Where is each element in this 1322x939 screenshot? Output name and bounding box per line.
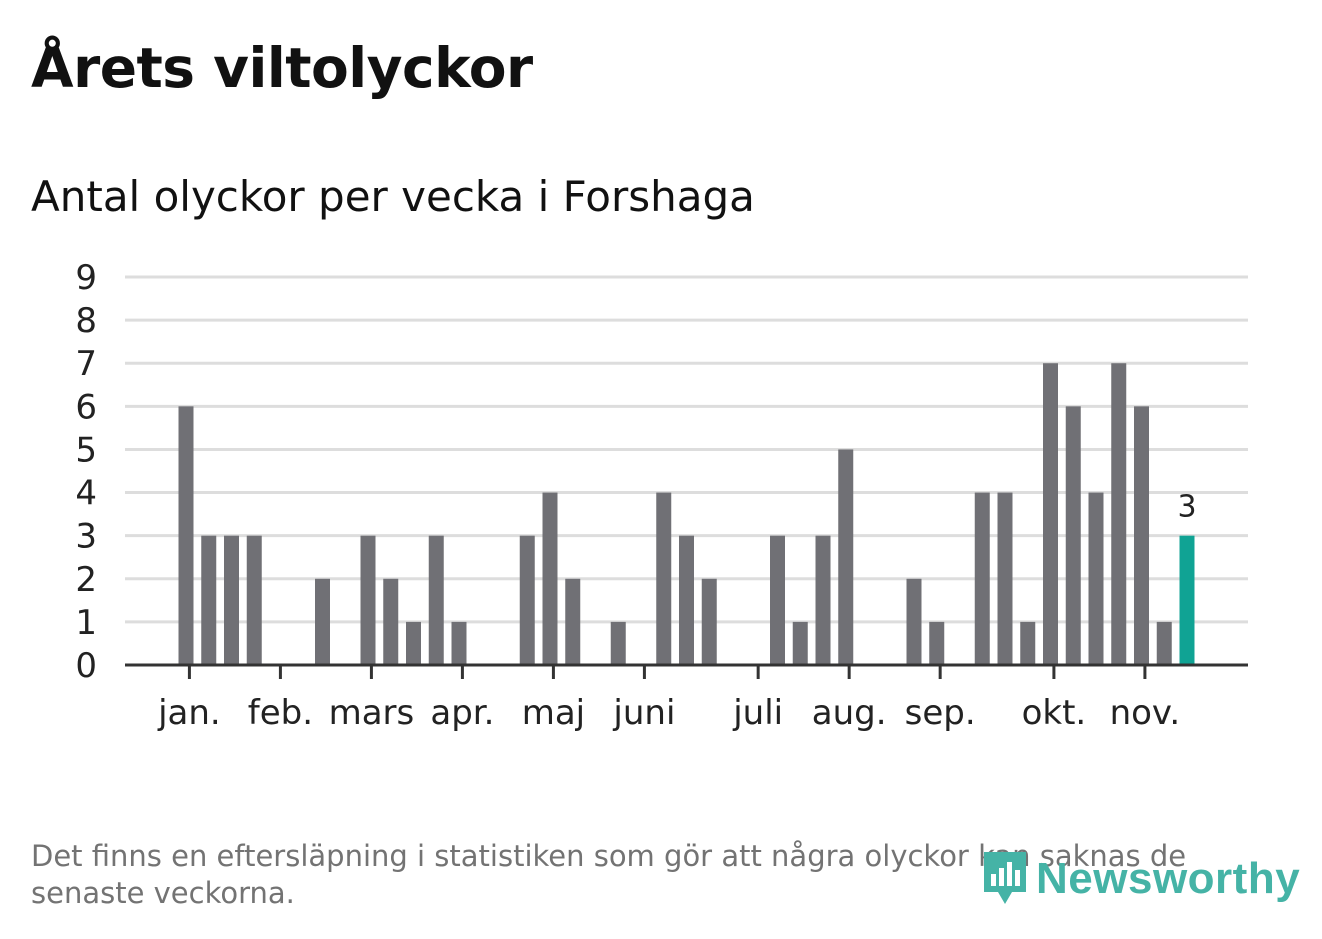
bar xyxy=(542,492,558,665)
bar xyxy=(178,406,194,665)
bar-current-week xyxy=(1179,535,1195,665)
x-tick-label: mars xyxy=(329,693,415,733)
bar xyxy=(1065,406,1081,665)
y-tick-label: 3 xyxy=(75,517,97,557)
x-tick-label: sep. xyxy=(905,693,976,733)
bar xyxy=(792,621,808,665)
bar xyxy=(315,578,330,665)
bar xyxy=(1156,621,1172,665)
x-tick-label: juni xyxy=(612,693,675,733)
data-labels: 3 xyxy=(1177,490,1196,525)
bar xyxy=(224,535,239,665)
y-tick-label: 0 xyxy=(75,646,97,686)
bar xyxy=(1134,406,1149,665)
bar xyxy=(428,535,444,665)
bar xyxy=(929,621,945,665)
bar xyxy=(246,535,262,665)
bar xyxy=(838,449,854,665)
bar xyxy=(1043,363,1058,665)
x-tick-label: okt. xyxy=(1022,693,1087,733)
x-tick-label: aug. xyxy=(812,693,887,733)
x-tick-label: juli xyxy=(732,693,783,733)
bar xyxy=(1088,492,1104,665)
x-tick-label: jan. xyxy=(157,693,221,733)
y-tick-label: 5 xyxy=(75,430,97,470)
y-tick-label: 1 xyxy=(75,603,97,643)
bar xyxy=(656,492,672,665)
y-tick-label: 4 xyxy=(75,474,97,514)
y-tick-label: 9 xyxy=(75,258,97,298)
x-tick-label: nov. xyxy=(1110,693,1181,733)
bar xyxy=(679,535,694,665)
x-axis-ticks: jan. feb. mars apr. maj juni juli aug. sep. okt. n… xyxy=(157,665,1180,733)
bar xyxy=(201,535,217,665)
bar xyxy=(1020,621,1036,665)
newsworthy-logo-text: Newsworthy xyxy=(1036,854,1301,903)
x-tick-label: apr. xyxy=(430,693,494,733)
y-tick-label: 8 xyxy=(75,301,97,341)
y-tick-label: 6 xyxy=(75,387,97,427)
y-tick-label: 7 xyxy=(75,344,97,384)
bar xyxy=(451,621,467,665)
bar xyxy=(1111,363,1127,665)
newsworthy-logo: Newsworthy xyxy=(980,848,1300,910)
bar xyxy=(701,578,717,665)
data-label-current-week: 3 xyxy=(1177,490,1196,525)
bars xyxy=(178,363,1195,665)
bar xyxy=(906,578,922,665)
bar xyxy=(360,535,376,665)
bar xyxy=(815,535,831,665)
bar xyxy=(974,492,990,665)
chart-title: Årets viltolyckor xyxy=(31,36,533,100)
x-tick-label: feb. xyxy=(248,693,313,733)
y-tick-label: 2 xyxy=(75,560,97,600)
newsworthy-logo-icon xyxy=(984,852,1026,904)
chart-subtitle: Antal olyckor per vecka i Forshaga xyxy=(31,172,755,221)
bar xyxy=(997,492,1013,665)
bar xyxy=(770,535,785,665)
x-tick-label: maj xyxy=(522,693,585,733)
bar xyxy=(565,578,581,665)
bar xyxy=(519,535,535,665)
bar xyxy=(610,621,626,665)
bar xyxy=(406,621,421,665)
bar xyxy=(383,578,399,665)
